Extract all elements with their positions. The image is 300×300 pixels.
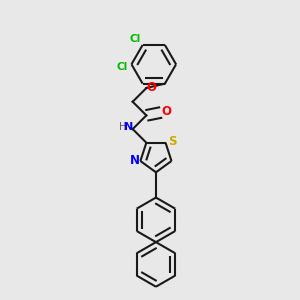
Text: N: N: [130, 154, 140, 167]
Text: Cl: Cl: [117, 62, 128, 72]
Text: N: N: [124, 122, 134, 132]
Text: O: O: [161, 105, 172, 118]
Text: S: S: [168, 135, 176, 148]
Text: O: O: [146, 81, 156, 94]
Text: H: H: [119, 122, 127, 132]
Text: Cl: Cl: [130, 34, 141, 44]
